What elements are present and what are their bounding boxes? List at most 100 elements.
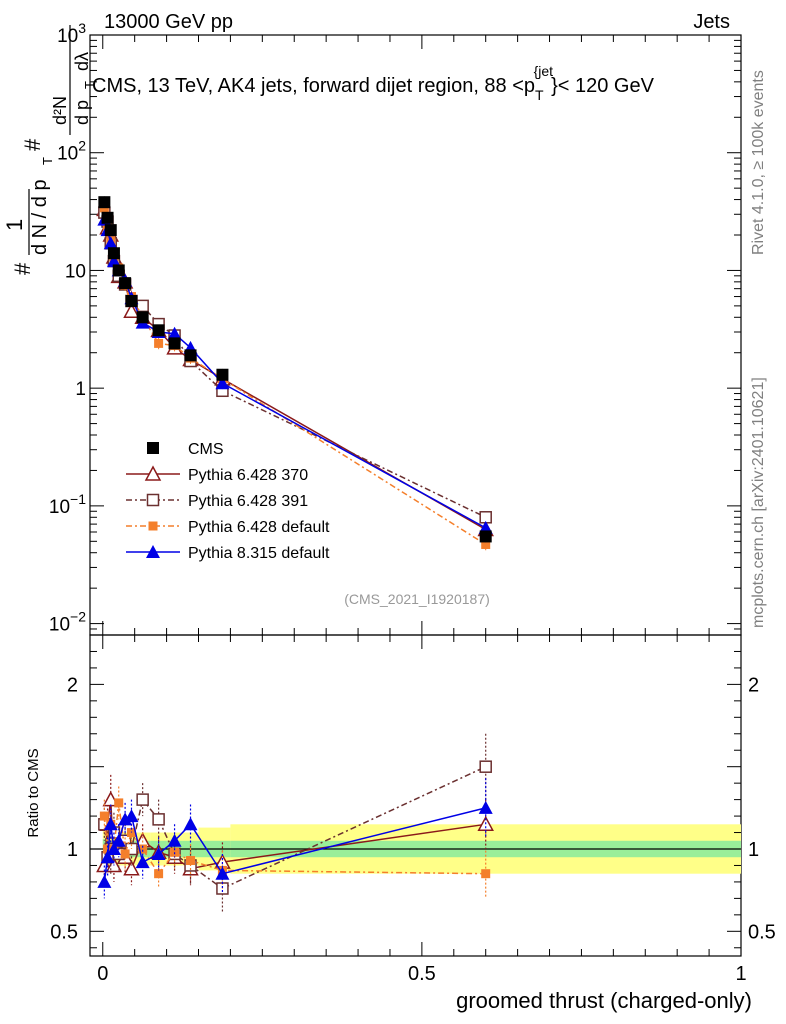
ratio-point-pythia-6-428-default <box>481 869 491 879</box>
legend-label-pythia-6-428-391: Pythia 6.428 391 <box>188 493 308 510</box>
ratio-point-pythia-8-315-default <box>118 812 133 826</box>
ratio-axis-ticks: 2 2 1 1 0.5 0.5 <box>50 650 776 949</box>
main-point-pythia-8-315-default <box>106 254 121 268</box>
chart-title: CMS, 13 TeV, AK4 jets, forward dijet reg… <box>92 63 655 103</box>
ylabel-hash2: # <box>20 138 45 151</box>
main-point-cms <box>136 311 149 324</box>
ratio-point-pythia-8-315-default <box>215 866 230 880</box>
ratio-tick-label-right: 1 <box>748 839 759 861</box>
ratio-point-pythia-6-428-391 <box>136 793 149 806</box>
ratio-tick-label-left: 0.5 <box>50 921 78 943</box>
main-point-cms <box>98 196 111 209</box>
main-point-pythia-6-428-default <box>481 539 491 549</box>
legend-marker-pythia-8-315-default <box>146 545 160 558</box>
y-tick-base: 10 <box>65 261 86 282</box>
ratio-y-label: Ratio to CMS <box>25 748 42 837</box>
ratio-point-pythia-6-428-default <box>154 869 164 879</box>
ratio-point-pythia-6-428-default <box>114 798 124 808</box>
ylabel-one: 1 <box>2 219 27 231</box>
legend-marker-pythia-6-428-391 <box>146 493 160 507</box>
x-tick-label: 1 <box>735 963 746 985</box>
y-tick-exp: −1 <box>70 491 86 507</box>
ratio-series-layer <box>96 733 494 912</box>
chart-title-sub: T <box>535 87 544 103</box>
side-rivet-label: Rivet 4.1.0, ≥ 100k events <box>750 70 767 255</box>
main-point-pythia-6-428-370 <box>123 302 140 319</box>
x-tick-label: 0 <box>97 963 108 985</box>
ylabel-hash1: # <box>10 262 35 275</box>
main-point-pythia-8-315-default <box>103 236 118 250</box>
ratio-point-pythia-8-315-default <box>151 846 166 860</box>
y-tick-label: 102 <box>57 138 86 165</box>
ratio-tick-label-left: 1 <box>67 839 78 861</box>
header-right: Jets <box>693 11 730 33</box>
legend-label-pythia-8-315-default: Pythia 8.315 default <box>188 545 330 562</box>
ratio-point-pythia-8-315-default <box>111 833 126 847</box>
legend-marker-cms <box>147 442 159 454</box>
ylabel-dp: d p <box>72 100 92 125</box>
y-tick-exp: 2 <box>78 138 86 154</box>
main-point-cms <box>152 324 165 337</box>
main-point-cms <box>479 530 492 543</box>
ratio-point-pythia-6-428-default <box>186 856 196 866</box>
y-tick-base: 10 <box>57 26 78 47</box>
ratio-plot-frame <box>89 634 742 957</box>
y-tick-label: 10 <box>65 261 86 282</box>
ylabel-t2: T <box>82 81 97 89</box>
legend: CMS Pythia 6.428 370 Pythia 6.428 391 Pythi… <box>126 441 330 562</box>
main-y-label: # 1 d N / d p T # d²N d p T dλ <box>2 25 97 275</box>
y-tick-exp: 3 <box>78 20 86 36</box>
main-point-cms <box>104 224 117 237</box>
chart-title-after: }< 120 GeV <box>551 75 655 97</box>
ratio-tick-label-right: 2 <box>748 674 759 696</box>
x-axis-ticks: 0 0.5 1 <box>97 35 747 985</box>
main-point-cms <box>101 211 114 224</box>
ylabel-dlambda: dλ <box>72 52 92 71</box>
main-point-pythia-8-315-default <box>215 376 230 390</box>
ratio-point-pythia-8-315-default <box>97 874 112 888</box>
ratio-point-pythia-6-428-default <box>120 849 130 859</box>
main-point-cms <box>125 295 138 308</box>
chart-title-before: CMS, 13 TeV, AK4 jets, forward dijet reg… <box>92 75 535 97</box>
ratio-point-pythia-6-428-default <box>170 847 180 857</box>
ylabel-dn: d N / d p <box>29 179 51 255</box>
ratio-point-pythia-8-315-default <box>167 833 182 847</box>
y-tick-base: 10 <box>57 144 78 165</box>
legend-label-pythia-6-428-370: Pythia 6.428 370 <box>188 467 308 484</box>
main-point-cms <box>168 337 181 350</box>
analysis-tag: (CMS_2021_I1920187) <box>344 591 490 607</box>
side-mcplots-label: mcplots.cern.ch [arXiv:2401.10621] <box>750 377 767 628</box>
x-tick-label: 0.5 <box>408 963 436 985</box>
ratio-point-pythia-8-315-default <box>100 850 115 864</box>
legend-label-cms: CMS <box>188 441 224 458</box>
ratio-point-pythia-8-315-default <box>124 809 139 823</box>
ratio-point-pythia-6-428-370 <box>123 860 140 876</box>
ratio-point-pythia-8-315-default <box>106 842 121 855</box>
ratio-point-pythia-6-428-default <box>99 811 109 821</box>
main-point-pythia-6-428-default <box>154 338 164 348</box>
ratio-point-pythia-6-428-default <box>138 844 148 854</box>
ratio-tick-label-left: 2 <box>67 674 78 696</box>
main-point-cms <box>216 368 229 381</box>
y-tick-label: 10−2 <box>49 609 86 636</box>
ratio-point-pythia-8-315-default <box>103 817 118 831</box>
y-tick-label: 1 <box>75 379 86 400</box>
y-tick-label: 10−1 <box>49 491 86 518</box>
main-point-cms <box>119 277 132 290</box>
main-point-cms <box>184 349 197 362</box>
ylabel-d2n: d²N <box>50 96 70 125</box>
ratio-point-pythia-8-315-default <box>135 855 150 869</box>
main-point-pythia-8-315-default <box>167 326 182 340</box>
y-tick-base: 10 <box>49 497 70 518</box>
y-tick-base: 1 <box>75 379 86 400</box>
ratio-point-pythia-6-428-default <box>103 844 113 854</box>
ratio-point-pythia-6-428-391 <box>152 813 165 826</box>
y-tick-base: 10 <box>49 615 70 636</box>
header-left: 13000 GeV pp <box>104 11 233 33</box>
ratio-point-pythia-8-315-default <box>183 817 198 831</box>
main-series-layer <box>96 196 494 551</box>
y-tick-label: 103 <box>57 20 86 47</box>
ratio-tick-label-right: 0.5 <box>748 921 776 943</box>
main-point-cms <box>112 264 125 277</box>
